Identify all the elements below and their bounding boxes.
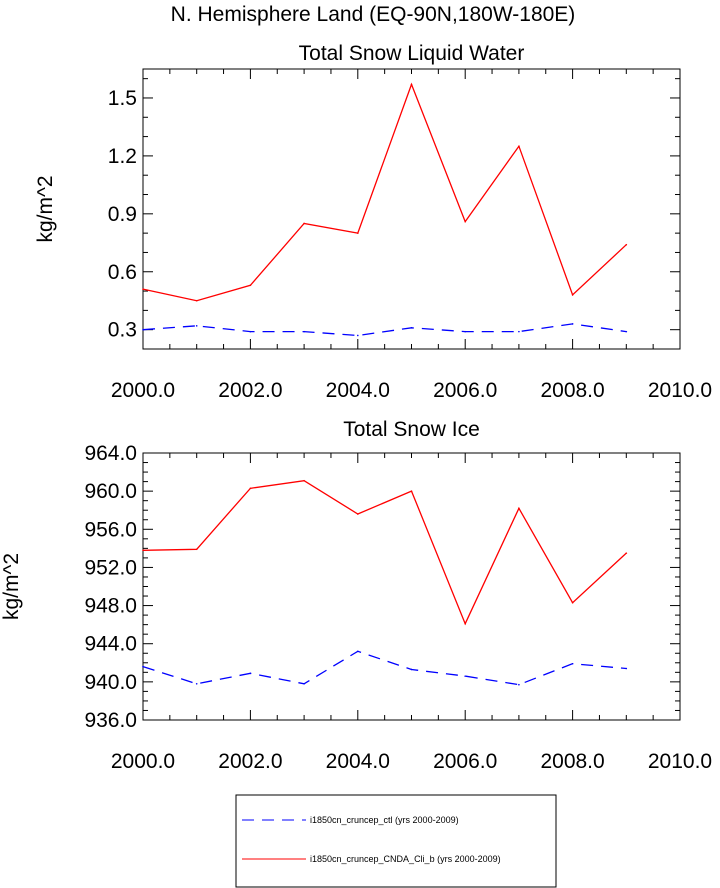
y-tick-label: 0.3 xyxy=(108,319,137,342)
data-point-cnda xyxy=(357,232,359,234)
data-point-cnda xyxy=(195,299,198,302)
x-tick-label: 2010.0 xyxy=(648,750,712,773)
x-tick-label: 2006.0 xyxy=(433,750,497,773)
y-tick-label: 960.0 xyxy=(84,480,137,503)
y-tick-label: 956.0 xyxy=(84,518,137,541)
legend: i1850cn_cruncep_ctl (yrs 2000-2009) i185… xyxy=(235,794,557,888)
x-tick-label: 2010.0 xyxy=(648,379,712,402)
x-tick-label: 2002.0 xyxy=(218,379,282,402)
y-tick-label: 936.0 xyxy=(84,709,137,732)
y-tick-label: 952.0 xyxy=(84,556,137,579)
series-line-cnda xyxy=(142,82,627,302)
legend-label-ctl: i1850cn_cruncep_ctl (yrs 2000-2009) xyxy=(310,815,459,825)
data-point-ctl xyxy=(518,683,520,686)
x-tick-label: 2000.0 xyxy=(111,750,175,773)
data-point-cnda xyxy=(195,548,198,551)
x-tick-label: 2000.0 xyxy=(111,379,175,402)
x-tick-label: 2002.0 xyxy=(218,750,282,773)
data-point-cnda xyxy=(625,243,628,246)
series-line-ctl xyxy=(142,650,627,686)
chart-title: Total Snow Liquid Water xyxy=(299,42,525,65)
plot-frame xyxy=(142,452,681,721)
data-point-ctl xyxy=(625,330,628,333)
chart-panel-snow-ice: Total Snow Ice kg/m^2 2000.0 2002.0 2004.0 20… xyxy=(0,418,712,773)
data-point-cnda xyxy=(410,490,413,492)
data-point-ctl xyxy=(142,665,144,668)
y-tick-label: 940.0 xyxy=(84,671,137,694)
y-tick-label: 0.6 xyxy=(108,261,137,284)
data-point-cnda xyxy=(357,513,359,515)
data-point-ctl xyxy=(357,650,359,653)
main-title: N. Hemisphere Land (EQ-90N,180W-180E) xyxy=(171,3,576,26)
data-point-cnda xyxy=(142,288,144,290)
data-point-cnda xyxy=(410,83,413,86)
data-point-ctl xyxy=(464,330,467,333)
legend-box xyxy=(235,794,557,888)
x-tick-label: 2008.0 xyxy=(540,379,604,402)
data-point-cnda xyxy=(303,479,305,482)
data-point-cnda xyxy=(249,487,252,490)
chart-title: Total Snow Ice xyxy=(343,418,480,441)
data-point-cnda xyxy=(464,622,467,625)
data-point-cnda xyxy=(518,507,520,510)
y-tick-label: 1.2 xyxy=(108,145,137,168)
series-line-cnda xyxy=(142,480,627,626)
y-tick-label: 948.0 xyxy=(84,595,137,618)
data-point-cnda xyxy=(249,284,252,287)
series-line-ctl xyxy=(142,323,627,337)
y-axis-label: kg/m^2 xyxy=(0,553,23,620)
data-point-cnda xyxy=(571,601,574,604)
data-point-ctl xyxy=(410,326,413,329)
data-point-ctl xyxy=(249,672,252,675)
x-tick-label: 2008.0 xyxy=(540,750,604,773)
x-tick-label: 2004.0 xyxy=(326,750,390,773)
data-point-cnda xyxy=(303,222,305,225)
data-point-cnda xyxy=(571,294,574,296)
data-point-cnda xyxy=(464,220,467,223)
x-tick-label: 2006.0 xyxy=(433,379,497,402)
legend-label-cnda: i1850cn_cruncep_CNDA_Cli_b (yrs 2000-200… xyxy=(310,854,501,864)
data-point-cnda xyxy=(518,145,520,148)
data-point-ctl xyxy=(410,668,413,671)
data-point-ctl xyxy=(303,330,305,333)
plot-frame xyxy=(142,68,681,350)
data-point-ctl xyxy=(195,682,198,685)
data-point-ctl xyxy=(571,662,574,665)
data-point-ctl xyxy=(464,675,467,677)
chart-panel-snow-liquid-water: Total Snow Liquid Water kg/m^2 2000.0 2002.… xyxy=(34,42,712,402)
y-axis-label: kg/m^2 xyxy=(34,175,57,242)
data-point-ctl xyxy=(518,330,520,333)
data-point-ctl xyxy=(195,325,198,327)
data-point-ctl xyxy=(249,330,252,333)
y-tick-label: 1.5 xyxy=(108,87,137,110)
y-tick-label: 964.0 xyxy=(84,442,137,465)
x-tick-label: 2004.0 xyxy=(326,379,390,402)
data-point-ctl xyxy=(303,682,305,685)
y-tick-label: 944.0 xyxy=(84,633,137,656)
data-point-ctl xyxy=(142,328,144,331)
data-point-ctl xyxy=(357,334,359,337)
data-point-cnda xyxy=(142,549,144,552)
y-tick-label: 0.9 xyxy=(108,203,137,226)
data-point-ctl xyxy=(571,323,574,325)
data-point-cnda xyxy=(625,552,628,554)
data-point-ctl xyxy=(625,667,628,670)
